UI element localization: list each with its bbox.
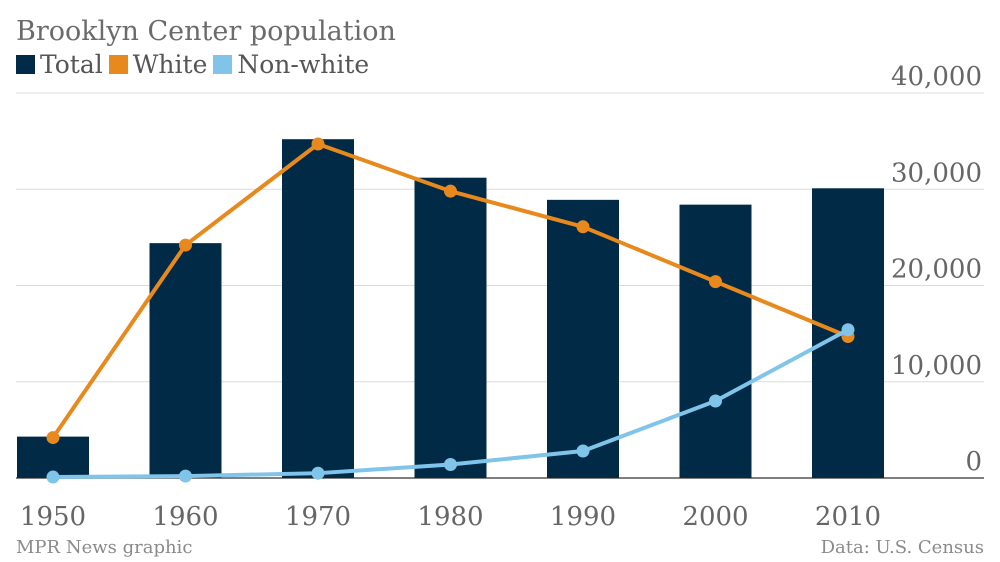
legend-item-total: Total — [16, 50, 103, 79]
point-white — [444, 184, 457, 198]
y-tick-label: 10,000 — [891, 351, 982, 381]
bar-total — [547, 199, 619, 478]
point-white — [576, 220, 590, 234]
legend-swatch-non-white — [213, 55, 233, 74]
y-tick-label: 40,000 — [891, 62, 982, 92]
x-tick-label: 1970 — [285, 502, 351, 532]
legend: Total White Non-white — [16, 50, 375, 79]
x-tick-label: 2000 — [682, 502, 748, 532]
legend-label-white: White — [132, 50, 208, 79]
bar-total — [414, 177, 487, 478]
point-white — [709, 275, 722, 289]
x-tick-label: 1980 — [417, 502, 483, 532]
legend-item-non-white: Non-white — [213, 50, 369, 79]
y-tick-label: 0 — [965, 447, 982, 477]
x-tick-label: 2010 — [815, 502, 881, 532]
point-white — [46, 431, 60, 445]
x-tick-label: 1960 — [152, 502, 218, 532]
legend-label-non-white: Non-white — [237, 50, 370, 79]
point-non-white — [311, 466, 325, 480]
point-white — [179, 238, 192, 252]
y-tick-label: 20,000 — [891, 255, 982, 285]
point-white — [311, 137, 325, 151]
point-non-white — [709, 394, 722, 408]
chart-title: Brooklyn Center population — [16, 16, 396, 47]
legend-swatch-total — [16, 55, 35, 74]
x-tick-label: 1990 — [550, 502, 616, 532]
source-credit: MPR News graphic — [16, 537, 193, 558]
legend-swatch-white — [108, 55, 128, 74]
point-non-white — [841, 323, 855, 337]
point-non-white — [46, 470, 60, 484]
bar-total — [282, 139, 354, 478]
data-source: Data: U.S. Census — [820, 537, 984, 558]
point-non-white — [576, 444, 590, 458]
y-tick-label: 30,000 — [891, 158, 982, 188]
bar-total — [679, 204, 752, 478]
point-non-white — [179, 469, 192, 483]
point-non-white — [444, 458, 457, 472]
x-tick-label: 1950 — [20, 502, 86, 532]
legend-label-total: Total — [40, 50, 103, 79]
legend-item-white: White — [108, 50, 208, 79]
